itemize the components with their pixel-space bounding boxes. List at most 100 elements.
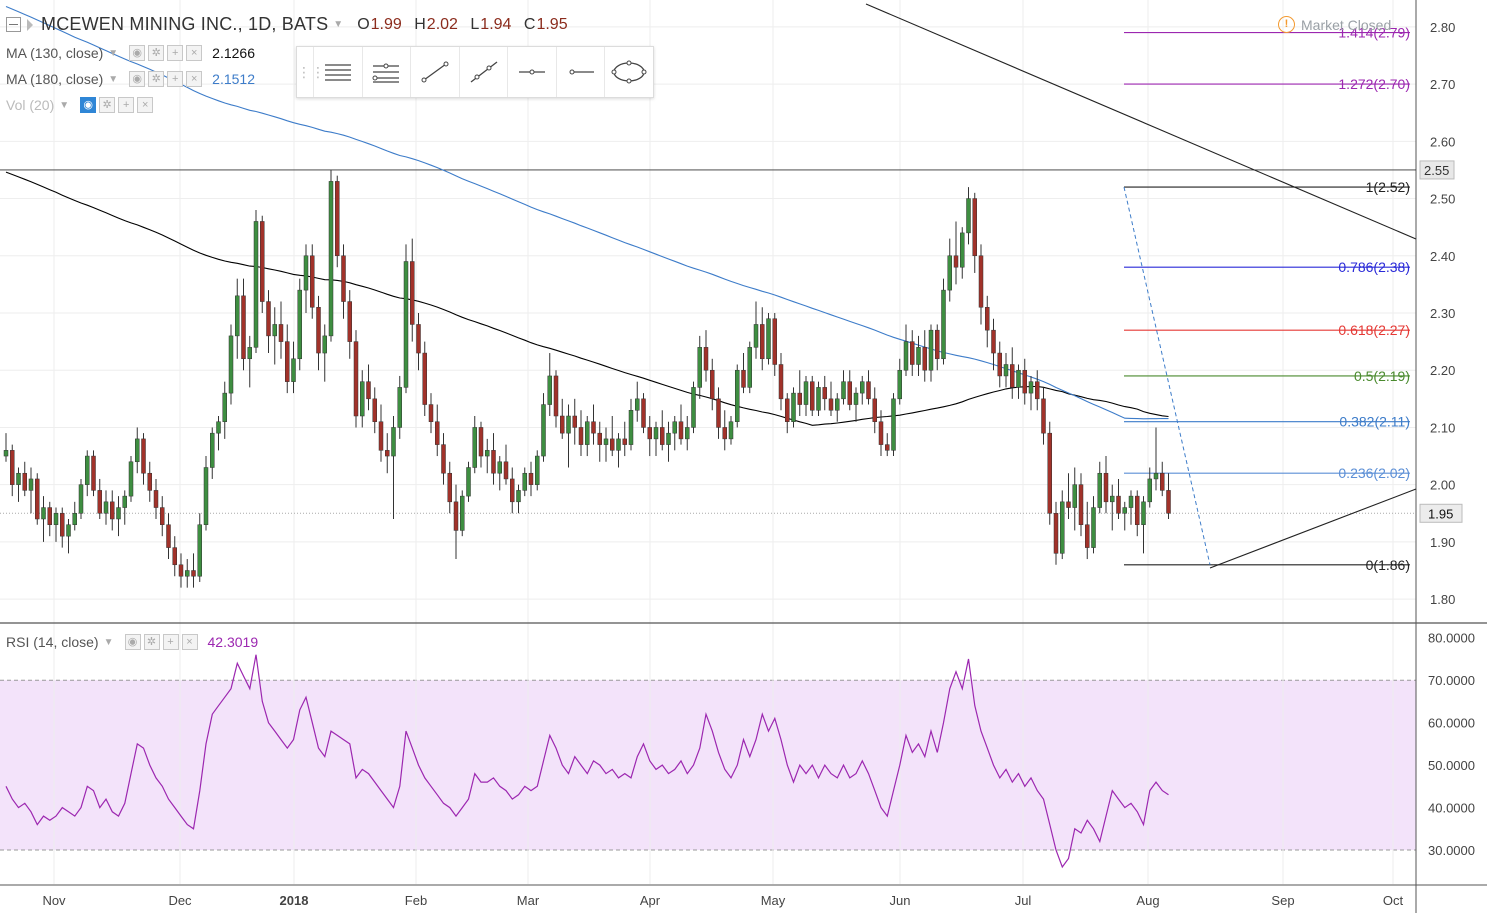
volume-legend[interactable]: Vol (20) ▼ ◉ ✲ + × [6,97,154,113]
candle-body [1035,381,1040,400]
candle-body [753,324,759,348]
plus-icon[interactable]: + [167,71,184,87]
rsi-value: 42.3019 [207,634,259,650]
chevron-down-icon[interactable]: ▼ [59,99,70,111]
trend-line-icon[interactable] [410,47,459,97]
close-icon[interactable]: × [186,71,203,87]
eye-icon[interactable]: ◉ [124,634,141,650]
plus-icon[interactable]: + [162,634,179,650]
candle-body [1160,472,1165,491]
plus-icon[interactable]: + [118,97,135,113]
candle-body [560,415,565,434]
candle-body [928,329,934,371]
candle-body [153,490,159,508]
resistance-tag [1419,160,1455,180]
chart-header: MCEWEN MINING INC., 1D, BATS ▼ O1.99 H2.… [6,14,576,35]
price-tick-label: 2.70 [1430,77,1455,92]
candle-body [922,347,927,371]
eye-hidden-icon[interactable]: ◉ [80,97,97,113]
price-tick-label: 2.00 [1430,478,1455,493]
candle-body [728,421,734,440]
fib-trend-line [1123,187,1211,565]
close-icon[interactable]: × [186,45,203,61]
candle-body [1103,472,1109,503]
candle-body [291,358,296,382]
plus-icon[interactable]: + [167,45,184,61]
candle-body [1153,472,1159,480]
candle-body [47,507,52,525]
ray-icon[interactable] [458,47,508,97]
ellipse-icon[interactable] [604,47,653,97]
candle-body [997,352,1002,377]
rsi-tick-label: 60.0000 [1428,716,1475,731]
candle-body [653,427,659,440]
high-value: 2.02 [426,15,458,33]
candle-body [172,547,177,566]
gear-icon[interactable]: ✲ [148,45,165,61]
candle-body [1135,495,1140,525]
candle-body [647,427,652,440]
candle-body [703,347,709,371]
candle-body [641,398,646,428]
gear-icon[interactable]: ✲ [143,634,160,650]
candle-body [103,501,109,514]
candle-body [510,478,515,503]
chevron-down-icon[interactable]: ▼ [108,47,119,59]
candle-body [941,289,946,360]
horizontal-lines-icon[interactable] [313,47,362,97]
rsi-legend[interactable]: RSI (14, close) ▼ ◉ ✲ + × 42.3019 [6,634,258,650]
candle-body [622,438,627,445]
collapse-icon[interactable] [6,17,21,32]
candle-body [1066,501,1071,508]
eye-icon[interactable]: ◉ [129,71,146,87]
eye-icon[interactable]: ◉ [129,45,146,61]
horizontal-line-icon[interactable] [555,47,605,97]
drawing-toolbar: ⋮⋮ [296,46,654,98]
symbol-title[interactable]: MCEWEN MINING INC., 1D, BATS [41,14,329,34]
candle-body [1041,398,1046,434]
market-status-label: Market Closed [1301,16,1392,33]
fib-level-label: 0.236(2.02) [1338,465,1410,481]
candle-body [128,461,134,497]
candle-body [572,415,577,428]
candle-body [916,347,921,365]
fib-level-label: 0.382(2.11) [1339,414,1410,430]
candle-body [53,513,59,525]
candle-body [535,455,540,485]
chevron-down-icon[interactable]: ▼ [108,73,119,85]
candle-body [635,398,640,411]
candle-body [60,513,65,537]
candle-body [435,421,440,445]
market-status[interactable]: ! Market Closed [1278,16,1391,33]
close-icon[interactable]: × [181,634,198,650]
candle-body [66,524,71,537]
chevron-down-icon[interactable]: ▼ [103,636,114,648]
chevron-down-icon[interactable]: ▼ [333,19,344,30]
candle-body [747,347,752,388]
candle-body [772,318,777,365]
candle-body [597,432,602,445]
candle-body [810,381,815,411]
candle-body [466,467,471,497]
ma180-legend[interactable]: MA (180, close) ▼ ◉ ✲ + × 2.1512 [6,71,255,87]
candle-body [166,524,171,548]
close-icon[interactable]: × [137,97,154,113]
fib-levels-icon[interactable] [361,47,411,97]
gear-icon[interactable]: ✲ [148,71,165,87]
horizontal-ray-icon[interactable] [507,47,556,97]
candle-body [685,427,690,440]
candle-body [472,427,477,468]
candle-body [78,484,84,514]
ma130-legend[interactable]: MA (130, close) ▼ ◉ ✲ + × 2.1266 [6,45,255,61]
candle-body [1110,495,1115,503]
candle-body [22,472,27,491]
candle-body [803,381,809,405]
gear-icon[interactable]: ✲ [99,97,116,113]
candle-body [591,421,596,434]
candle-body [41,507,46,520]
candle-body [341,255,346,302]
drag-handle-icon[interactable]: ⋮⋮ [297,64,325,80]
candle-body [397,387,402,428]
price-tick-label: 1.80 [1430,592,1455,607]
